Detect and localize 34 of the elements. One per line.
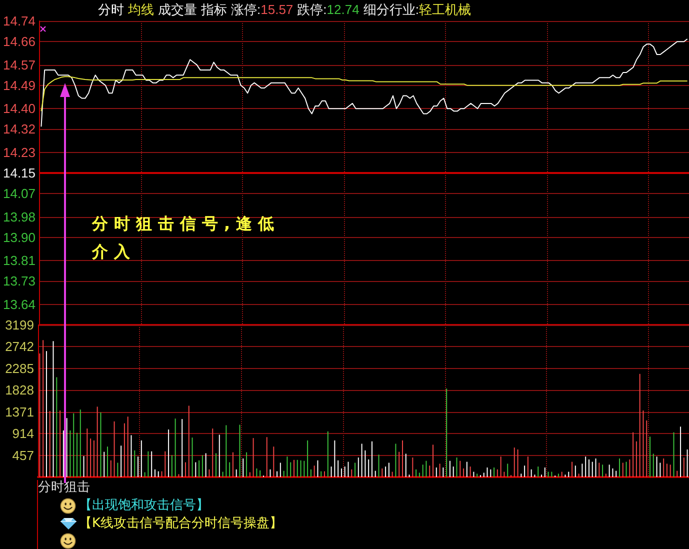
annotation: 分时狙击信号,逢低介入 xyxy=(92,213,282,263)
y-tick-label: 14.49 xyxy=(2,78,36,93)
text: 分时 xyxy=(98,1,124,18)
text: 涨停:15.57 xyxy=(231,2,294,17)
y-tick-label: 14.07 xyxy=(2,186,36,202)
y-tick-label: 2285 xyxy=(5,360,34,376)
y-tick-label: 3199 xyxy=(5,318,34,332)
y-tick-label: 1828 xyxy=(5,382,34,398)
text: 【K线攻击信号配合分时信号操盘】 xyxy=(79,516,283,532)
text: 跌停:12.74 xyxy=(297,2,360,17)
y-tick-label: 1371 xyxy=(5,404,34,420)
y-tick-label: 13.90 xyxy=(2,230,36,245)
text: 【出现饱和攻击信号】 xyxy=(79,498,209,514)
y-tick-label: 14.15 xyxy=(2,166,36,180)
text: 细分行业:轻工机械 xyxy=(363,2,471,17)
line-series xyxy=(40,38,688,128)
y-tick-label: 914 xyxy=(12,426,34,442)
text: 均线 xyxy=(128,1,154,18)
y-tick-label: 13.98 xyxy=(2,209,36,224)
y-tick-label: 14.66 xyxy=(2,34,36,50)
y-tick-label: 14.32 xyxy=(2,122,36,137)
line-series xyxy=(40,76,688,112)
y-tick-label: 14.74 xyxy=(2,14,36,28)
y-tick-label: 13.73 xyxy=(2,274,36,289)
text: 指标 xyxy=(201,1,227,18)
y-tick-label: 2742 xyxy=(5,339,34,354)
y-tick-label: 14.23 xyxy=(2,144,36,160)
y-tick-label: 13.81 xyxy=(2,253,36,268)
y-tick-label: 14.40 xyxy=(2,101,36,116)
y-tick-label: 457 xyxy=(12,448,34,463)
y-tick-label: 13.64 xyxy=(2,296,36,312)
y-tick-label: 14.57 xyxy=(2,57,36,72)
text: 成交量 xyxy=(158,1,197,18)
text: 分时狙击 xyxy=(38,480,90,496)
